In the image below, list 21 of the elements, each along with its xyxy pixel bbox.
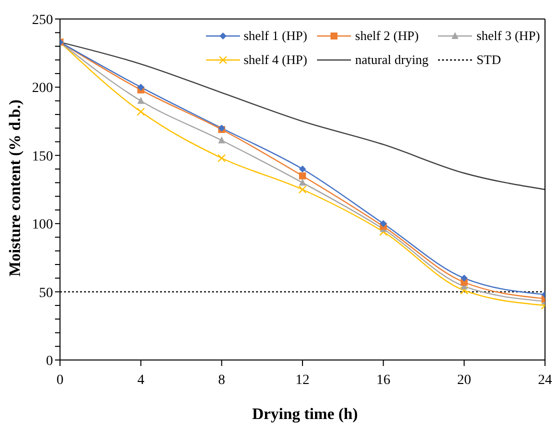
x-tick-label: 4 xyxy=(137,372,144,388)
y-tick-label: 50 xyxy=(39,286,53,301)
y-tick-label: 100 xyxy=(32,218,53,233)
x-tick-label: 0 xyxy=(56,372,64,388)
y-tick-label: 150 xyxy=(32,149,53,164)
x-tick-label: 16 xyxy=(376,372,390,388)
y-axis-title: Moisture content (% d.b.) xyxy=(7,99,25,277)
y-tick-label: 250 xyxy=(32,12,53,28)
x-tick-label: 12 xyxy=(296,372,310,388)
x-axis-title: Drying time (h) xyxy=(251,406,359,424)
x-tick-label: 8 xyxy=(218,372,226,388)
legend-label: natural drying xyxy=(355,52,428,68)
legend-label: shelf 2 (HP) xyxy=(355,28,419,44)
legend-label: shelf 1 (HP) xyxy=(244,28,308,44)
legend-label: shelf 3 (HP) xyxy=(476,28,540,44)
x-tick-label: 20 xyxy=(457,372,472,388)
legend-label: STD xyxy=(476,52,502,68)
legend-label: shelf 4 (HP) xyxy=(244,52,308,68)
y-tick-label: 200 xyxy=(32,81,53,96)
y-tick-label: 0 xyxy=(46,354,53,369)
x-tick-label: 24 xyxy=(538,372,552,388)
